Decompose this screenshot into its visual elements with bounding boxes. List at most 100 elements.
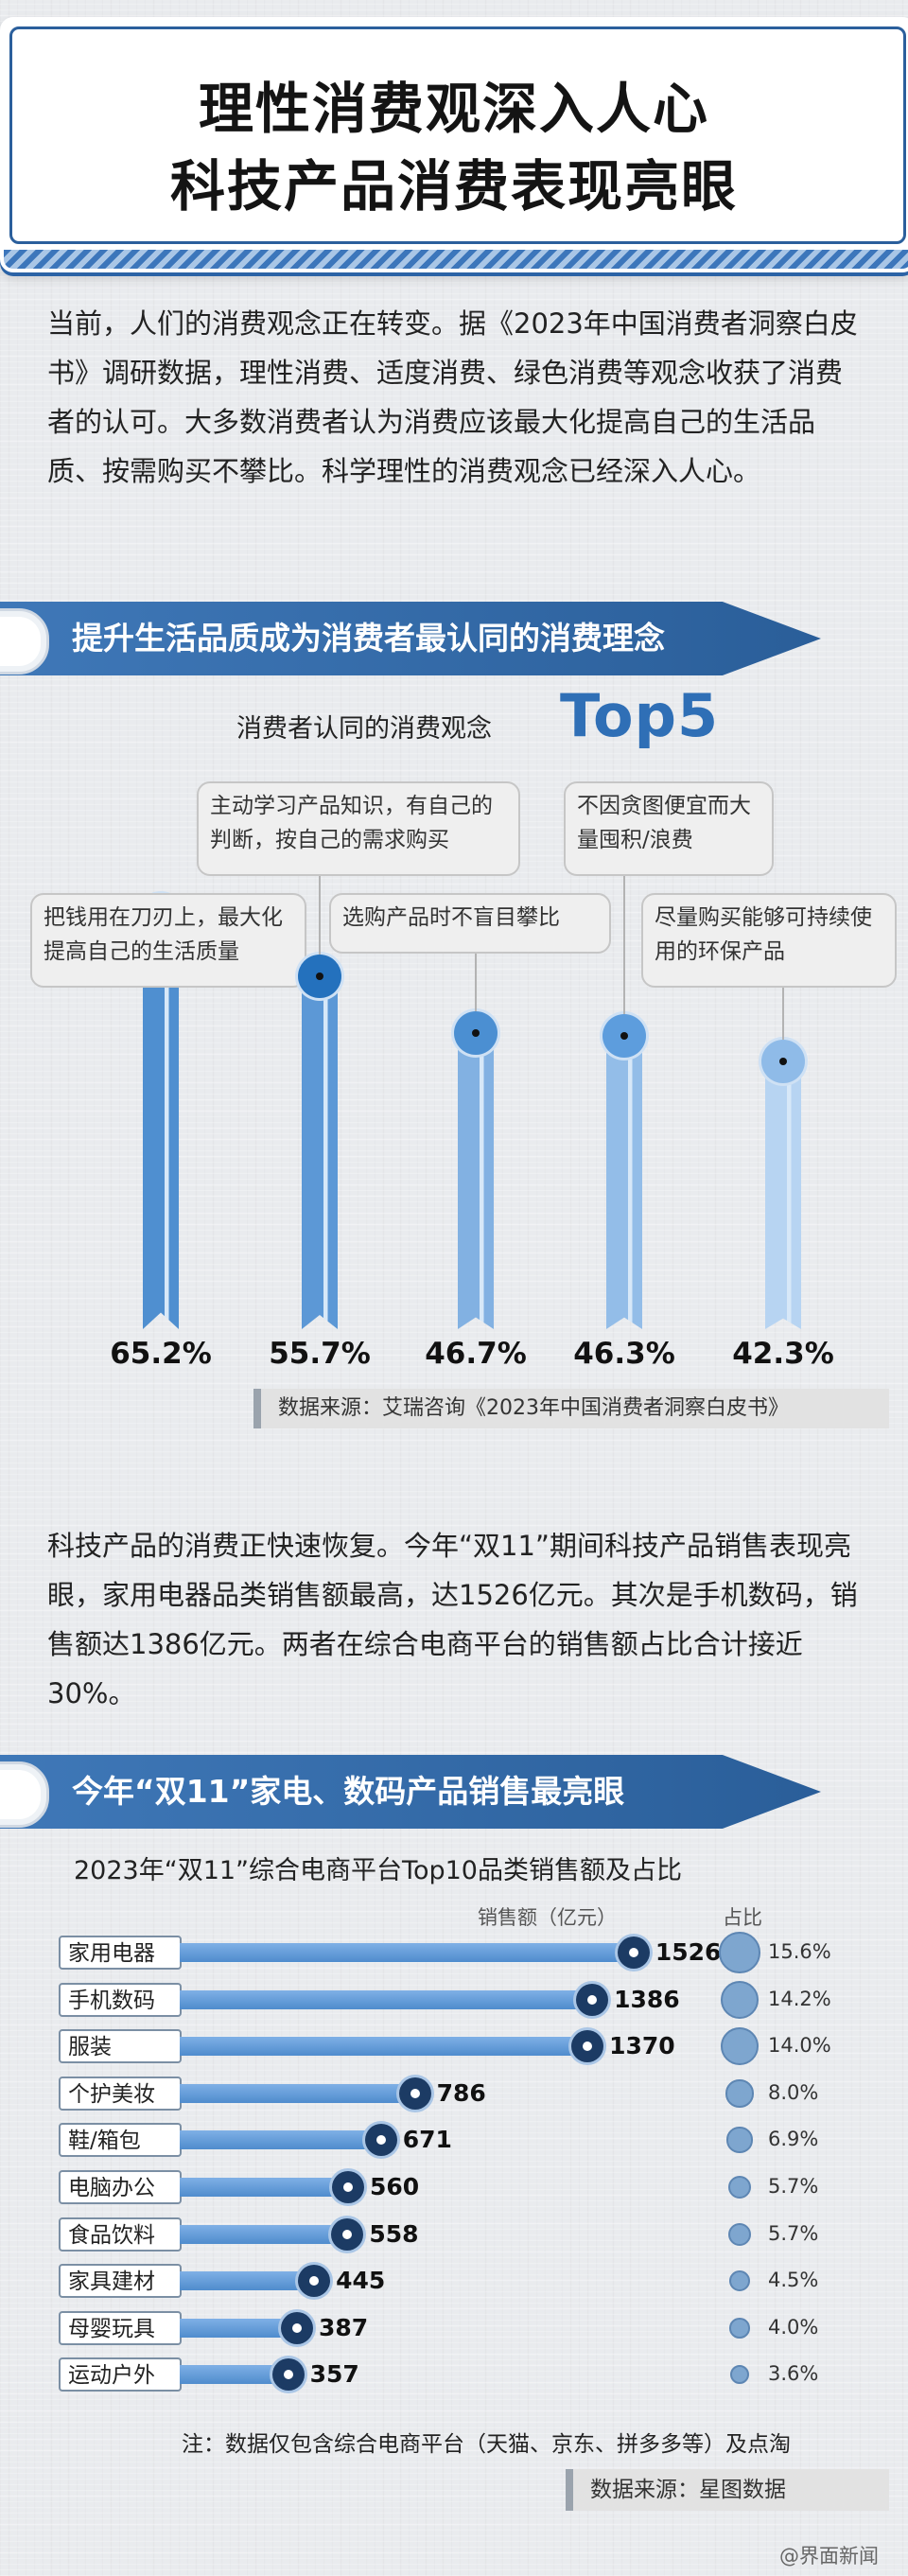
chart2-share-label: 8.0% (768, 2081, 819, 2104)
section1-banner-text: 提升生活品质成为消费者最认同的消费理念 (72, 620, 665, 657)
chart2-share-dot (720, 2026, 760, 2066)
chart2-category-label: 母婴玩具 (59, 2311, 182, 2345)
chart2-share-dot (725, 2079, 754, 2108)
chart2-value-label: 558 (369, 2220, 419, 2248)
chart2-category-label: 服装 (59, 2029, 182, 2063)
chart2-bar (180, 2271, 312, 2290)
banner-knob (0, 608, 49, 675)
chart1-badge: Top5 (560, 681, 720, 750)
chart1-value-label: 46.7% (425, 1337, 527, 1371)
section1-banner: 提升生活品质成为消费者最认同的消费理念 (0, 602, 821, 675)
section2-banner: 今年“双11”家电、数码产品销售最亮眼 (0, 1755, 821, 1829)
chart2-share-label: 5.7% (768, 2175, 819, 2198)
chart1-value-label: 46.3% (573, 1337, 675, 1371)
chart1-bar (302, 975, 338, 1329)
chart2-share-label: 4.0% (768, 2316, 819, 2339)
chart2-share-label: 15.6% (768, 1940, 831, 1963)
banner-knob-2 (0, 1761, 49, 1828)
title-frame (9, 26, 906, 244)
chart1-bar-cap (761, 1039, 805, 1083)
chart2-bar (180, 2037, 585, 2056)
chart2-bar-end-dot (331, 2218, 364, 2251)
chart1-bar-cap (602, 1013, 646, 1058)
chart2-bar-end-dot (571, 2030, 604, 2062)
chart2-bar (180, 2319, 294, 2338)
page-title-line2: 科技产品消费表现亮眼 (169, 154, 738, 219)
chart1-bar (606, 1035, 642, 1329)
chart2-share-dot (727, 2222, 752, 2247)
chart1-bar-cap (298, 954, 341, 998)
chart2-share-label: 5.7% (768, 2222, 819, 2245)
chart1-connector (623, 876, 625, 1014)
chart2-share-label: 6.9% (768, 2128, 819, 2150)
chart1-value-label: 55.7% (269, 1337, 371, 1371)
chart2-value-label: 1526 (655, 1938, 722, 1966)
chart2-bar-end-dot (617, 1936, 650, 1969)
chart2-share-label: 3.6% (768, 2362, 819, 2385)
chart2-bar-end-dot (332, 2171, 364, 2203)
watermark: @界面新闻 (779, 2545, 879, 2567)
chart1-bar-cap (454, 1011, 498, 1056)
chart2-share-dot (727, 2175, 752, 2199)
chart2-bar (180, 2225, 345, 2244)
chart1-title: 消费者认同的消费观念 (236, 714, 492, 744)
chart1-value-label: 65.2% (110, 1337, 212, 1371)
chart2-value-label: 560 (370, 2173, 420, 2200)
chart2-category-label: 电脑办公 (59, 2170, 182, 2204)
chart1-connector (475, 954, 477, 1012)
chart2-category-label: 手机数码 (59, 1983, 182, 2017)
chart2-bar (180, 1943, 631, 1962)
chart1-category-bubble: 尽量购买能够可持续使用的环保产品 (641, 893, 897, 988)
chart2-share-dot (719, 1932, 760, 1973)
chart2-col-sales: 销售额（亿元） (478, 1906, 617, 1929)
chart2-share-label: 14.0% (768, 2034, 831, 2057)
chart2-share-dot (726, 2127, 753, 2153)
chart2-category-label: 个护美妆 (59, 2077, 182, 2111)
intro-paragraph: 当前，人们的消费观念正在转变。据《2023年中国消费者洞察白皮书》调研数据，理性… (47, 307, 858, 487)
chart1-category-bubble: 主动学习产品知识，有自己的判断，按自己的需求购买 (197, 781, 520, 876)
chart1-connector (319, 876, 321, 955)
chart1-category-bubble: 把钱用在刀刃上，最大化提高自己的生活质量 (30, 893, 306, 988)
chart1-connector (782, 988, 784, 1040)
chart2-share-dot (729, 2318, 750, 2339)
chart2-col-share: 占比 (723, 1906, 762, 1929)
chart1-value-label: 42.3% (732, 1337, 834, 1371)
chart2-value-label: 1370 (609, 2032, 675, 2059)
chart2-source: 数据来源：星图数据 (566, 2469, 889, 2511)
chart2-bar-end-dot (364, 2124, 397, 2156)
chart2-bar-end-dot (576, 1984, 609, 2016)
title-card (0, 17, 908, 272)
chart1-source: 数据来源：艾瑞咨询《2023年中国消费者洞察白皮书》 (253, 1389, 889, 1428)
chart2-note: 注：数据仅包含综合电商平台（天猫、京东、拼多多等）及点淘 (182, 2432, 791, 2457)
chart1-bar (765, 1060, 801, 1329)
chart2-share-dot (728, 2269, 751, 2292)
chart2-bar-end-dot (298, 2265, 331, 2297)
chart2-value-label: 671 (402, 2126, 452, 2153)
chart2-share-dot (729, 2364, 750, 2385)
chart2-value-label: 786 (436, 2079, 486, 2107)
middle-paragraph: 科技产品的消费正快速恢复。今年“双11”期间科技产品销售表现亮眼，家用电器品类销… (47, 1530, 858, 1709)
page-title-line1: 理性消费观深入人心 (198, 77, 709, 141)
chart2-bar-end-dot (398, 2077, 431, 2110)
chart1-category-bubble: 选购产品时不盲目攀比 (329, 893, 611, 954)
chart2-share-label: 14.2% (768, 1988, 831, 2010)
chart2-category-label: 食品饮料 (59, 2217, 182, 2252)
chart2-share-dot (720, 1980, 760, 2020)
chart2-title: 2023年“双11”综合电商平台Top10品类销售额及占比 (74, 1856, 682, 1885)
chart2-category-label: 家用电器 (59, 1936, 182, 1970)
chart1-category-bubble: 不因贪图便宜而大量囤积/浪费 (564, 781, 774, 876)
title-stripe (4, 250, 908, 269)
chart2-value-label: 387 (318, 2314, 369, 2341)
chart2-bar (180, 1990, 590, 2009)
chart2-value-label: 1386 (614, 1986, 680, 2013)
chart2-bar-end-dot (280, 2312, 313, 2344)
chart2-value-label: 357 (309, 2360, 359, 2388)
chart2-bar (180, 2365, 286, 2384)
chart2-bar (180, 2178, 345, 2197)
chart2-bar-end-dot (271, 2358, 305, 2391)
chart2-category-label: 家具建材 (59, 2264, 182, 2298)
section2-banner-text: 今年“双11”家电、数码产品销售最亮眼 (72, 1773, 625, 1810)
chart2-value-label: 445 (336, 2267, 386, 2294)
chart2-bar (180, 2130, 378, 2149)
chart2-category-label: 鞋/箱包 (59, 2123, 182, 2157)
